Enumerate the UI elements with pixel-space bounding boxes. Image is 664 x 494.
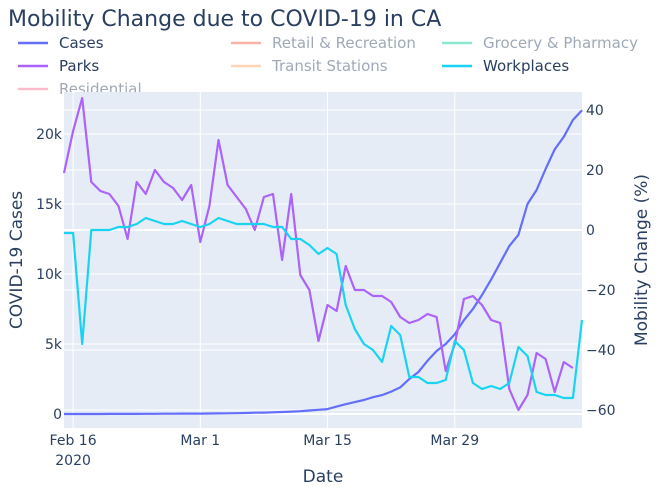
x-tick-label: Mar 1: [180, 433, 220, 449]
series-lines: [62, 96, 584, 416]
legend-label: Grocery & Pharmacy: [483, 34, 638, 52]
x-axis-ticks: Feb 16 2020 Mar 1 Mar 15 Mar 29: [50, 433, 480, 469]
left-tick-label: 10k: [36, 267, 63, 283]
x-axis-title: Date: [303, 467, 344, 487]
legend-label: Workplaces: [483, 57, 569, 75]
x-tick-year-label: 2020: [55, 453, 91, 469]
legend-item-grocery-pharmacy[interactable]: Grocery & Pharmacy: [442, 34, 638, 52]
right-tick-label: −40: [586, 343, 616, 359]
right-axis-ticks: −60 −40 −20 0 20 40: [586, 103, 616, 419]
legend-item-transit-stations[interactable]: Transit Stations: [231, 57, 388, 75]
chart-title: Mobility Change due to COVID-19 in CA: [8, 7, 441, 32]
x-tick-label: Mar 29: [430, 433, 479, 449]
legend-label: Parks: [59, 57, 99, 75]
right-tick-label: 0: [586, 223, 595, 239]
left-tick-label: 15k: [36, 197, 63, 213]
right-tick-label: −20: [586, 283, 616, 299]
legend-item-cases[interactable]: Cases: [18, 34, 104, 52]
legend-item-retail-recreation[interactable]: Retail & Recreation: [231, 34, 416, 52]
right-tick-label: 20: [586, 163, 604, 179]
left-y-axis-title: COVID-19 Cases: [7, 191, 27, 329]
right-tick-label: −60: [586, 403, 616, 419]
x-tick-label: Mar 15: [303, 433, 352, 449]
legend-label: Cases: [59, 34, 104, 52]
legend-item-workplaces[interactable]: Workplaces: [442, 57, 569, 75]
left-tick-label: 20k: [36, 127, 63, 143]
plot-area[interactable]: [64, 92, 582, 428]
legend-label: Transit Stations: [271, 57, 388, 75]
series-line-cases[interactable]: [64, 109, 583, 416]
left-tick-label: 5k: [45, 337, 63, 353]
chart-legend[interactable]: Cases Retail & Recreation Grocery & Pharma…: [18, 34, 638, 98]
series-line-workplaces[interactable]: [64, 216, 584, 400]
right-y-axis-title: Mobility Change (%): [632, 174, 652, 346]
legend-label: Retail & Recreation: [272, 34, 416, 52]
x-tick-label: Feb 16: [50, 433, 97, 449]
legend-item-parks[interactable]: Parks: [18, 57, 99, 75]
right-tick-label: 40: [586, 103, 604, 119]
left-axis-ticks: 0 5k 10k 15k 20k: [36, 127, 63, 423]
series-line-parks[interactable]: [62, 96, 574, 412]
left-tick-label: 0: [53, 407, 62, 423]
grid-lines: [64, 92, 582, 428]
